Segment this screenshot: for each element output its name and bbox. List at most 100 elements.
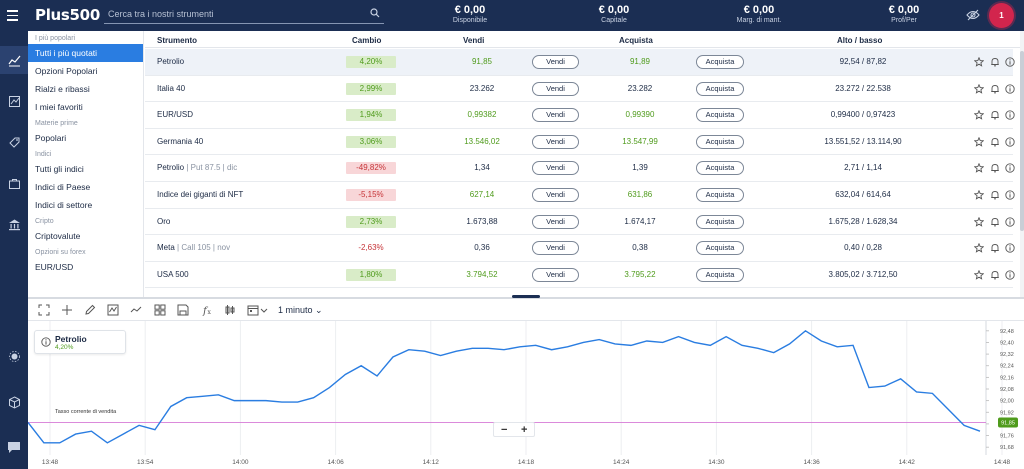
draw-pencil-icon[interactable] xyxy=(84,304,96,316)
info-icon[interactable] xyxy=(1005,216,1015,227)
buy-button[interactable]: Acquista xyxy=(696,81,744,96)
info-icon[interactable] xyxy=(41,337,51,347)
category-item[interactable]: Criptovalute xyxy=(35,231,81,241)
nav-funds[interactable] xyxy=(0,169,28,197)
fullscreen-icon[interactable] xyxy=(38,304,50,316)
star-icon[interactable] xyxy=(974,269,984,280)
menu-icon[interactable] xyxy=(7,10,18,21)
nav-account[interactable] xyxy=(0,210,28,238)
hide-eye-icon[interactable] xyxy=(966,9,980,21)
info-icon[interactable] xyxy=(1005,190,1015,200)
star-icon[interactable] xyxy=(974,57,984,67)
chat-icon[interactable] xyxy=(7,441,21,454)
table-row[interactable]: Petrolio 4,20% 91,85 Vendi 91,89 Acquista 92,5… xyxy=(145,49,1015,76)
buy-button[interactable]: Acquista xyxy=(696,241,744,256)
instrument-name[interactable]: Italia 40 xyxy=(157,84,185,93)
save-icon[interactable] xyxy=(177,304,189,316)
sell-button[interactable]: Vendi xyxy=(532,134,579,149)
notification-badge[interactable]: 1 xyxy=(989,3,1014,28)
info-icon[interactable] xyxy=(1005,110,1015,120)
star-icon[interactable] xyxy=(974,190,984,200)
instrument-name[interactable]: USA 500 xyxy=(157,270,189,279)
category-item[interactable]: Popolari xyxy=(35,133,67,143)
crosshair-icon[interactable] xyxy=(61,304,73,316)
bell-icon[interactable] xyxy=(990,163,1000,173)
star-icon[interactable] xyxy=(974,216,984,227)
candles-icon[interactable] xyxy=(224,304,236,316)
trend-line-icon[interactable] xyxy=(130,304,142,316)
bell-icon[interactable] xyxy=(990,57,1000,67)
bell-icon[interactable] xyxy=(990,243,1000,253)
search-icon[interactable] xyxy=(370,8,380,18)
table-row[interactable]: USA 500 1,80% 3.794,52 Vendi 3.795,22 Acquist… xyxy=(145,262,1015,289)
buy-button[interactable]: Acquista xyxy=(696,188,744,202)
bell-icon[interactable] xyxy=(990,137,1000,147)
table-row[interactable]: Italia 40 2,99% 23.262 Vendi 23.282 Acquista 2… xyxy=(145,76,1015,103)
info-icon[interactable] xyxy=(1005,83,1015,94)
star-icon[interactable] xyxy=(974,163,984,174)
info-icon[interactable] xyxy=(1005,163,1015,174)
search-input[interactable]: Cerca tra i nostri strumenti xyxy=(104,6,384,24)
instrument-name[interactable]: Germania 40 xyxy=(157,137,203,146)
info-icon[interactable] xyxy=(1005,137,1015,147)
category-item[interactable]: I miei favoriti xyxy=(35,102,83,112)
bell-icon[interactable] xyxy=(990,84,1000,94)
table-row[interactable]: Petrolio | Put 87.5 | dic -49,82% 1,34 Vend… xyxy=(145,155,1015,182)
nav-theme[interactable] xyxy=(0,342,28,370)
chevron-down-icon[interactable] xyxy=(260,304,268,316)
indicator-icon[interactable] xyxy=(107,304,119,316)
instrument-name[interactable]: Meta | Call 105 | nov xyxy=(157,243,230,252)
table-scrollbar[interactable] xyxy=(1020,31,1024,297)
bell-icon[interactable] xyxy=(990,217,1000,227)
info-icon[interactable] xyxy=(1005,243,1015,253)
table-row[interactable]: Germania 40 3,06% 13.546,02 Vendi 13.547,99 A… xyxy=(145,129,1015,156)
category-item[interactable]: Tutti gli indici xyxy=(35,164,84,174)
buy-button[interactable]: Acquista xyxy=(696,108,744,123)
interval-select[interactable]: 1 minuto ⌄ xyxy=(278,305,323,316)
nav-orders[interactable] xyxy=(0,128,28,156)
info-icon[interactable] xyxy=(1005,57,1015,67)
instrument-name[interactable]: Petrolio | Put 87.5 | dic xyxy=(157,163,237,172)
buy-button[interactable]: Acquista xyxy=(696,55,744,69)
bell-icon[interactable] xyxy=(990,270,1000,280)
col-instrument[interactable]: Strumento xyxy=(157,36,197,45)
nav-education[interactable] xyxy=(0,388,28,416)
category-item[interactable]: Indici di settore xyxy=(35,200,93,210)
category-item[interactable]: Indici di Paese xyxy=(35,182,91,192)
layout-grid-icon[interactable] xyxy=(154,304,166,316)
buy-button[interactable]: Acquista xyxy=(696,134,744,149)
category-item[interactable]: Opzioni Popolari xyxy=(35,66,98,76)
sell-button[interactable]: Vendi xyxy=(532,108,579,123)
panel-splitter[interactable] xyxy=(28,297,1024,299)
instrument-name[interactable]: Oro xyxy=(157,217,170,226)
table-row[interactable]: Indice dei giganti di NFT -5,15% 627,14 Ven… xyxy=(145,182,1015,209)
nav-trade[interactable] xyxy=(0,46,28,74)
price-chart[interactable]: 13:48 13:54 14:00 14:06 14:12 14:18 14:24 14:30… xyxy=(28,321,1024,469)
table-row[interactable]: Meta | Call 105 | nov -2,63% 0,36 Vendi 0,38… xyxy=(145,235,1015,262)
sell-button[interactable]: Vendi xyxy=(532,267,579,282)
sell-button[interactable]: Vendi xyxy=(532,81,579,96)
scrollbar-thumb[interactable] xyxy=(1020,51,1024,231)
category-item[interactable]: Tutti i più quotati xyxy=(28,44,143,62)
sell-button[interactable]: Vendi xyxy=(532,241,579,256)
star-icon[interactable] xyxy=(974,243,984,253)
star-icon[interactable] xyxy=(974,136,984,147)
instrument-name[interactable]: EUR/USD xyxy=(157,110,193,119)
sell-button[interactable]: Vendi xyxy=(532,188,579,202)
table-row[interactable]: Oro 2,73% 1.673,88 Vendi 1.674,17 Acquista 1.6… xyxy=(145,209,1015,236)
bell-icon[interactable] xyxy=(990,110,1000,120)
zoom-out-button[interactable]: − xyxy=(501,424,508,436)
table-row[interactable]: EUR/USD 1,94% 0,99382 Vendi 0,99390 Acquista 0… xyxy=(145,102,1015,129)
star-icon[interactable] xyxy=(974,83,984,94)
nav-positions[interactable] xyxy=(0,87,28,115)
instrument-name[interactable]: Indice dei giganti di NFT xyxy=(157,190,243,199)
sell-button[interactable]: Vendi xyxy=(532,161,579,176)
splitter-handle[interactable] xyxy=(512,295,540,298)
buy-button[interactable]: Acquista xyxy=(696,161,744,176)
buy-button[interactable]: Acquista xyxy=(696,267,744,282)
category-item[interactable]: Rialzi e ribassi xyxy=(35,84,90,94)
bell-icon[interactable] xyxy=(990,190,1000,200)
sell-button[interactable]: Vendi xyxy=(532,214,579,229)
zoom-in-button[interactable]: + xyxy=(521,424,528,436)
